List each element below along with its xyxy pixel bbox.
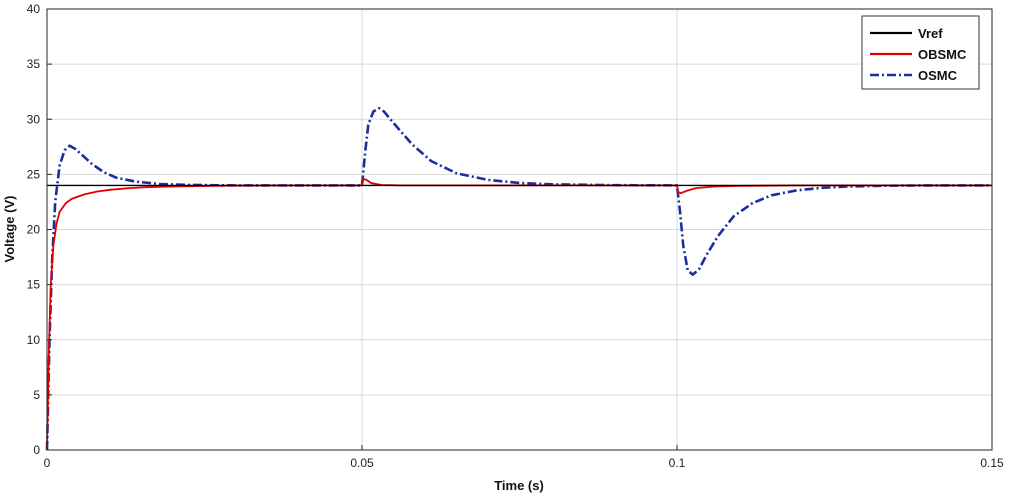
legend-label-osmc: OSMC: [918, 68, 958, 83]
y-axis-title: Voltage (V): [2, 196, 17, 263]
y-tick-label: 0: [33, 443, 40, 457]
y-tick-label: 30: [27, 112, 41, 126]
y-tick-label: 5: [33, 388, 40, 402]
x-axis-title: Time (s): [494, 478, 544, 493]
legend-label-obsmc: OBSMC: [918, 47, 967, 62]
legend-box: [861, 15, 980, 90]
x-tick-label: 0.05: [350, 456, 374, 470]
legend[interactable]: Vref OBSMC OSMC: [861, 15, 980, 90]
x-tick-label: 0.1: [669, 456, 686, 470]
y-tick-label: 15: [27, 278, 41, 292]
ticks: [46, 8, 993, 451]
y-tick-label: 40: [27, 2, 41, 16]
x-tick-label: 0.15: [980, 456, 1004, 470]
y-tick-label: 25: [27, 167, 41, 181]
legend-label-vref: Vref: [918, 26, 943, 41]
series-layer: [45, 106, 992, 451]
x-tick-label: 0: [44, 456, 51, 470]
y-tick-label: 20: [27, 223, 41, 237]
series-line-osmc: [45, 106, 992, 451]
grid: [47, 9, 992, 450]
tick-labels: 0 0.05 0.1 0.15 0 5 10 15 20 25 30 35 40: [27, 2, 1004, 470]
series-line-obsmc: [46, 177, 992, 451]
y-tick-label: 35: [27, 57, 41, 71]
y-tick-label: 10: [27, 333, 41, 347]
